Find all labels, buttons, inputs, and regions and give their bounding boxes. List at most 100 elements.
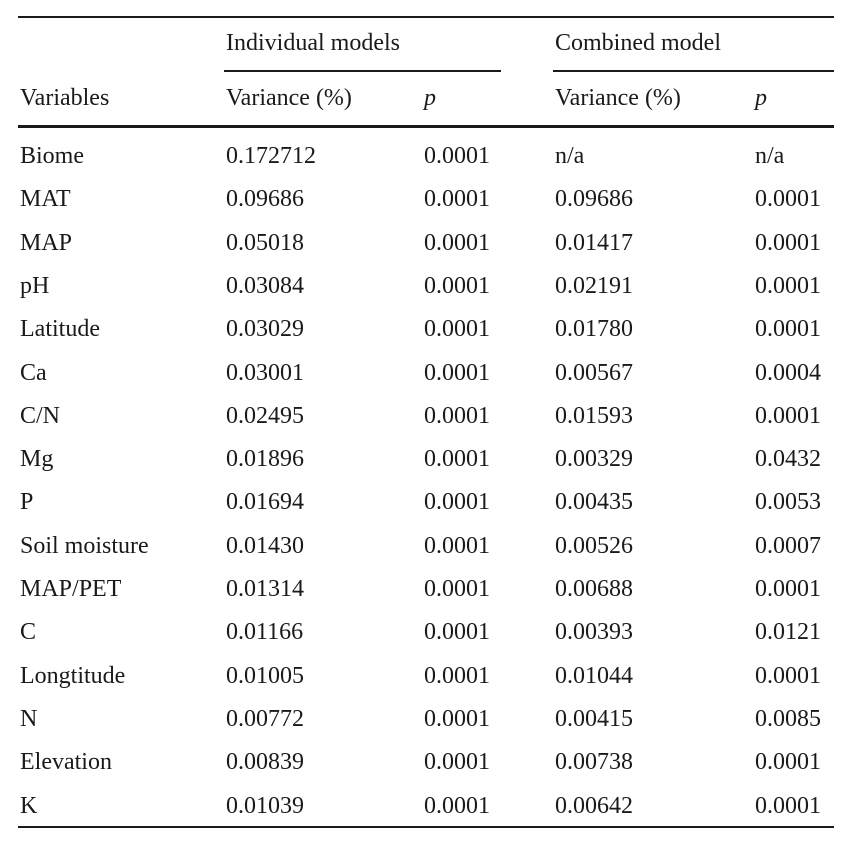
cell-comb-variance: 0.00688 bbox=[555, 576, 633, 602]
cell-comb-p: 0.0053 bbox=[755, 489, 821, 516]
cell-comb-p: 0.0001 bbox=[755, 272, 821, 299]
table-row: Elevation 0.00839 0.0001 0.00738 0.0001 bbox=[0, 747, 845, 790]
cell-ind-variance: 0.01166 bbox=[226, 619, 304, 646]
table-bottom-rule bbox=[18, 826, 834, 828]
table-row: Longtitude 0.01005 0.0001 0.01044 0.0001 bbox=[0, 661, 845, 704]
cell-comb-p: 0.0001 bbox=[755, 229, 821, 256]
table-row: C/N 0.02495 0.0001 0.01593 0.0001 bbox=[0, 401, 845, 444]
cell-variable: Elevation bbox=[20, 749, 112, 776]
cell-ind-p: 0.0001 bbox=[424, 576, 490, 602]
table-row: pH 0.03084 0.0001 0.02191 0.0001 bbox=[0, 271, 845, 314]
cell-ind-p: 0.0001 bbox=[424, 532, 490, 559]
cell-comb-variance: 0.01417 bbox=[555, 229, 633, 256]
table-row: MAP/PET 0.01314 0.0001 0.00688 0.0001 bbox=[0, 574, 845, 617]
table-row: Biome 0.172712 0.0001 n/a n/a bbox=[0, 141, 845, 184]
cell-comb-variance: 0.00642 bbox=[555, 792, 633, 819]
cell-ind-variance: 0.00839 bbox=[226, 749, 304, 776]
cell-comb-p: n/a bbox=[755, 143, 785, 169]
cell-variable: Longtitude bbox=[20, 662, 126, 689]
group-header-individual: Individual models bbox=[226, 30, 400, 56]
cell-ind-p: 0.0001 bbox=[424, 705, 490, 732]
cell-variable: N bbox=[20, 705, 38, 732]
cell-comb-p: 0.0085 bbox=[755, 705, 821, 732]
cell-variable: Biome bbox=[20, 143, 84, 169]
cell-comb-variance: 0.00393 bbox=[555, 619, 633, 646]
cell-comb-p: 0.0001 bbox=[755, 749, 821, 776]
cell-comb-p: 0.0121 bbox=[755, 619, 821, 646]
cell-comb-variance: 0.01044 bbox=[555, 662, 633, 689]
cell-variable: MAP bbox=[20, 229, 73, 256]
table-row: N 0.00772 0.0001 0.00415 0.0085 bbox=[0, 704, 845, 747]
cell-comb-variance: 0.00329 bbox=[555, 446, 633, 473]
cell-variable: Latitude bbox=[20, 316, 100, 343]
cell-ind-p: 0.0001 bbox=[424, 272, 490, 299]
cell-variable: MAT bbox=[20, 186, 71, 213]
cell-ind-variance: 0.05018 bbox=[226, 229, 304, 256]
column-header-ind-variance: Variance (%) bbox=[226, 85, 352, 111]
table-row: C 0.01166 0.0001 0.00393 0.0121 bbox=[0, 617, 845, 660]
cell-ind-variance: 0.01896 bbox=[226, 446, 304, 473]
cell-comb-variance: 0.09686 bbox=[555, 186, 633, 213]
cell-comb-variance: 0.01780 bbox=[555, 316, 633, 343]
cell-comb-variance: 0.00435 bbox=[555, 489, 633, 516]
cell-ind-variance: 0.172712 bbox=[226, 143, 316, 169]
cell-ind-variance: 0.02495 bbox=[226, 402, 304, 429]
column-header-comb-p: p bbox=[755, 85, 767, 111]
table-row: P 0.01694 0.0001 0.00435 0.0053 bbox=[0, 487, 845, 530]
cell-ind-p: 0.0001 bbox=[424, 489, 490, 516]
cell-variable: Ca bbox=[20, 359, 47, 386]
table-row: Soil moisture 0.01430 0.0001 0.00526 0.0007 bbox=[0, 531, 845, 574]
cell-variable: C bbox=[20, 619, 37, 646]
cell-ind-p: 0.0001 bbox=[424, 316, 490, 343]
cell-ind-variance: 0.01039 bbox=[226, 792, 304, 819]
cell-ind-p: 0.0001 bbox=[424, 619, 490, 646]
cell-comb-variance: 0.00526 bbox=[555, 532, 633, 559]
cell-ind-p: 0.0001 bbox=[424, 143, 490, 169]
cell-ind-variance: 0.01314 bbox=[226, 576, 304, 602]
group-rule-individual bbox=[224, 70, 501, 72]
cell-comb-variance: 0.02191 bbox=[555, 272, 633, 299]
cell-variable: pH bbox=[20, 272, 50, 299]
cell-comb-variance: 0.00567 bbox=[555, 359, 633, 386]
cell-comb-variance: 0.00738 bbox=[555, 749, 633, 776]
cell-variable: C/N bbox=[20, 402, 61, 429]
cell-variable: MAP/PET bbox=[20, 576, 122, 602]
column-header-variables: Variables bbox=[20, 85, 110, 111]
cell-variable: Mg bbox=[20, 446, 54, 473]
table-row: Ca 0.03001 0.0001 0.00567 0.0004 bbox=[0, 358, 845, 401]
cell-comb-p: 0.0001 bbox=[755, 316, 821, 343]
table-row: Latitude 0.03029 0.0001 0.01780 0.0001 bbox=[0, 314, 845, 357]
table-top-rule bbox=[18, 16, 834, 18]
cell-ind-p: 0.0001 bbox=[424, 792, 490, 819]
table-row: MAT 0.09686 0.0001 0.09686 0.0001 bbox=[0, 184, 845, 227]
cell-comb-variance: 0.01593 bbox=[555, 402, 633, 429]
cell-comb-p: 0.0001 bbox=[755, 792, 821, 819]
cell-ind-p: 0.0001 bbox=[424, 749, 490, 776]
cell-ind-p: 0.0001 bbox=[424, 662, 490, 689]
cell-ind-variance: 0.01005 bbox=[226, 662, 304, 689]
cell-ind-p: 0.0001 bbox=[424, 186, 490, 213]
table-row: Mg 0.01896 0.0001 0.00329 0.0432 bbox=[0, 444, 845, 487]
cell-ind-p: 0.0001 bbox=[424, 359, 490, 386]
cell-ind-variance: 0.01694 bbox=[226, 489, 304, 516]
cell-comb-p: 0.0432 bbox=[755, 446, 821, 473]
cell-comb-p: 0.0001 bbox=[755, 576, 821, 602]
cell-comb-variance: 0.00415 bbox=[555, 705, 633, 732]
table-row: MAP 0.05018 0.0001 0.01417 0.0001 bbox=[0, 228, 845, 271]
cell-comb-p: 0.0001 bbox=[755, 186, 821, 213]
cell-comb-variance: n/a bbox=[555, 143, 585, 169]
group-rule-combined bbox=[553, 70, 834, 72]
cell-comb-p: 0.0004 bbox=[755, 359, 821, 386]
cell-comb-p: 0.0001 bbox=[755, 662, 821, 689]
cell-ind-variance: 0.01430 bbox=[226, 532, 304, 559]
cell-variable: Soil moisture bbox=[20, 532, 149, 559]
column-header-ind-p: p bbox=[424, 85, 436, 111]
cell-ind-p: 0.0001 bbox=[424, 229, 490, 256]
cell-ind-p: 0.0001 bbox=[424, 402, 490, 429]
table-row: K 0.01039 0.0001 0.00642 0.0001 bbox=[0, 791, 845, 834]
cell-variable: P bbox=[20, 489, 34, 516]
cell-variable: K bbox=[20, 792, 38, 819]
cell-ind-p: 0.0001 bbox=[424, 446, 490, 473]
cell-ind-variance: 0.00772 bbox=[226, 705, 304, 732]
